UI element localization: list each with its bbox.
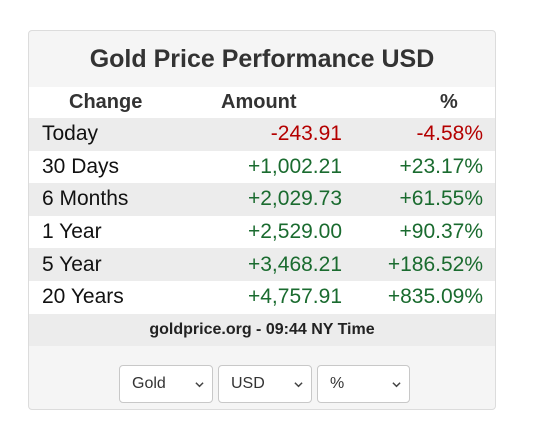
row-percent: -4.58% <box>342 118 495 151</box>
table-row: 20 Years +4,757.91 +835.09% <box>29 280 495 314</box>
row-percent: +186.52% <box>342 248 495 281</box>
unit-select[interactable]: % <box>317 365 410 403</box>
row-amount: +3,468.21 <box>192 248 342 281</box>
header-change: Change <box>29 87 192 118</box>
header-percent: % <box>342 87 495 118</box>
chevron-down-icon <box>392 381 401 387</box>
row-period: Today <box>29 118 192 151</box>
row-amount: +1,002.21 <box>192 150 342 184</box>
table-row: 6 Months +2,029.73 +61.55% <box>29 183 495 216</box>
row-amount: +2,529.00 <box>192 215 342 249</box>
table-row: 30 Days +1,002.21 +23.17% <box>29 150 495 184</box>
table-header-row: Change Amount % <box>29 87 495 118</box>
source-timestamp: goldprice.org - 09:44 NY Time <box>29 313 495 346</box>
metal-select[interactable]: Gold <box>119 365 213 403</box>
row-amount: -243.91 <box>192 118 342 151</box>
header-amount: Amount <box>192 87 342 118</box>
chevron-down-icon <box>294 381 303 387</box>
row-period: 5 Year <box>29 248 192 281</box>
row-percent: +835.09% <box>342 280 495 314</box>
gold-performance-widget: Gold Price Performance USD Change Amount… <box>28 30 496 410</box>
unit-select-value: % <box>330 375 345 392</box>
currency-select-value: USD <box>231 375 265 392</box>
row-period: 20 Years <box>29 280 192 314</box>
row-period: 30 Days <box>29 150 192 184</box>
performance-table: Change Amount % Today -243.91 -4.58% 30 … <box>29 87 495 314</box>
selector-controls: Gold USD % <box>119 365 410 403</box>
widget-title: Gold Price Performance USD <box>89 45 435 73</box>
currency-select[interactable]: USD <box>218 365 312 403</box>
table-row: 1 Year +2,529.00 +90.37% <box>29 215 495 249</box>
row-amount: +2,029.73 <box>192 183 342 216</box>
table-row: Today -243.91 -4.58% <box>29 118 495 151</box>
row-percent: +23.17% <box>342 150 495 184</box>
row-period: 1 Year <box>29 215 192 249</box>
row-percent: +61.55% <box>342 183 495 216</box>
table-row: 5 Year +3,468.21 +186.52% <box>29 248 495 281</box>
row-percent: +90.37% <box>342 215 495 249</box>
row-amount: +4,757.91 <box>192 280 342 314</box>
metal-select-value: Gold <box>132 375 166 392</box>
row-period: 6 Months <box>29 183 192 216</box>
chevron-down-icon <box>195 381 204 387</box>
